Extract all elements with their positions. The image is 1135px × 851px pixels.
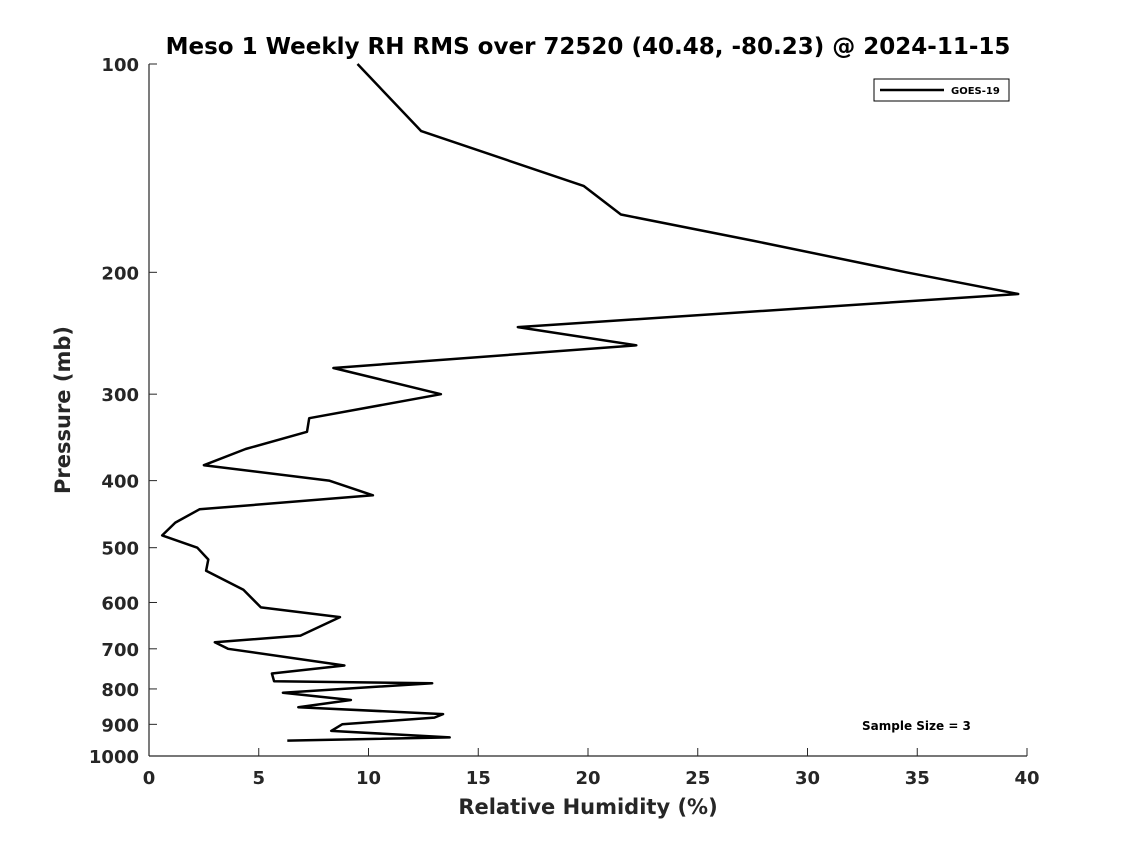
y-tick-label: 900 [101,715,139,736]
y-tick-label: 300 [101,385,139,406]
chart-title: Meso 1 Weekly RH RMS over 72520 (40.48, … [166,34,1011,60]
y-tick-label: 800 [101,680,139,701]
y-axis-ticks: 100 200 300 400 500 600 700 800 900 1000 [89,55,157,768]
x-tick-label: 40 [1014,768,1039,789]
x-tick-label: 10 [356,768,381,789]
x-tick-label: 25 [685,768,710,789]
y-tick-label: 100 [101,55,139,76]
y-tick-label: 1000 [89,747,139,768]
y-tick-label: 500 [101,539,139,560]
x-tick-label: 5 [252,768,265,789]
y-tick-label: 400 [101,472,139,493]
y-tick-label: 200 [101,263,139,284]
axes [148,64,1027,757]
sample-size-annotation: Sample Size = 3 [862,719,971,733]
x-axis-ticks: 0 5 10 15 20 25 30 35 40 [143,748,1040,789]
y-tick-label: 700 [101,640,139,661]
y-tick-label: 600 [101,593,139,614]
x-axis-label: Relative Humidity (%) [458,795,717,819]
series-line-goes-19 [160,63,1020,742]
x-tick-label: 30 [795,768,820,789]
x-tick-label: 20 [575,768,600,789]
y-axis-label: Pressure (mb) [51,326,75,494]
x-tick-label: 35 [905,768,930,789]
x-tick-label: 0 [143,768,156,789]
legend: GOES-19 [873,78,1010,102]
x-tick-label: 15 [466,768,491,789]
legend-label: GOES-19 [951,86,1000,97]
